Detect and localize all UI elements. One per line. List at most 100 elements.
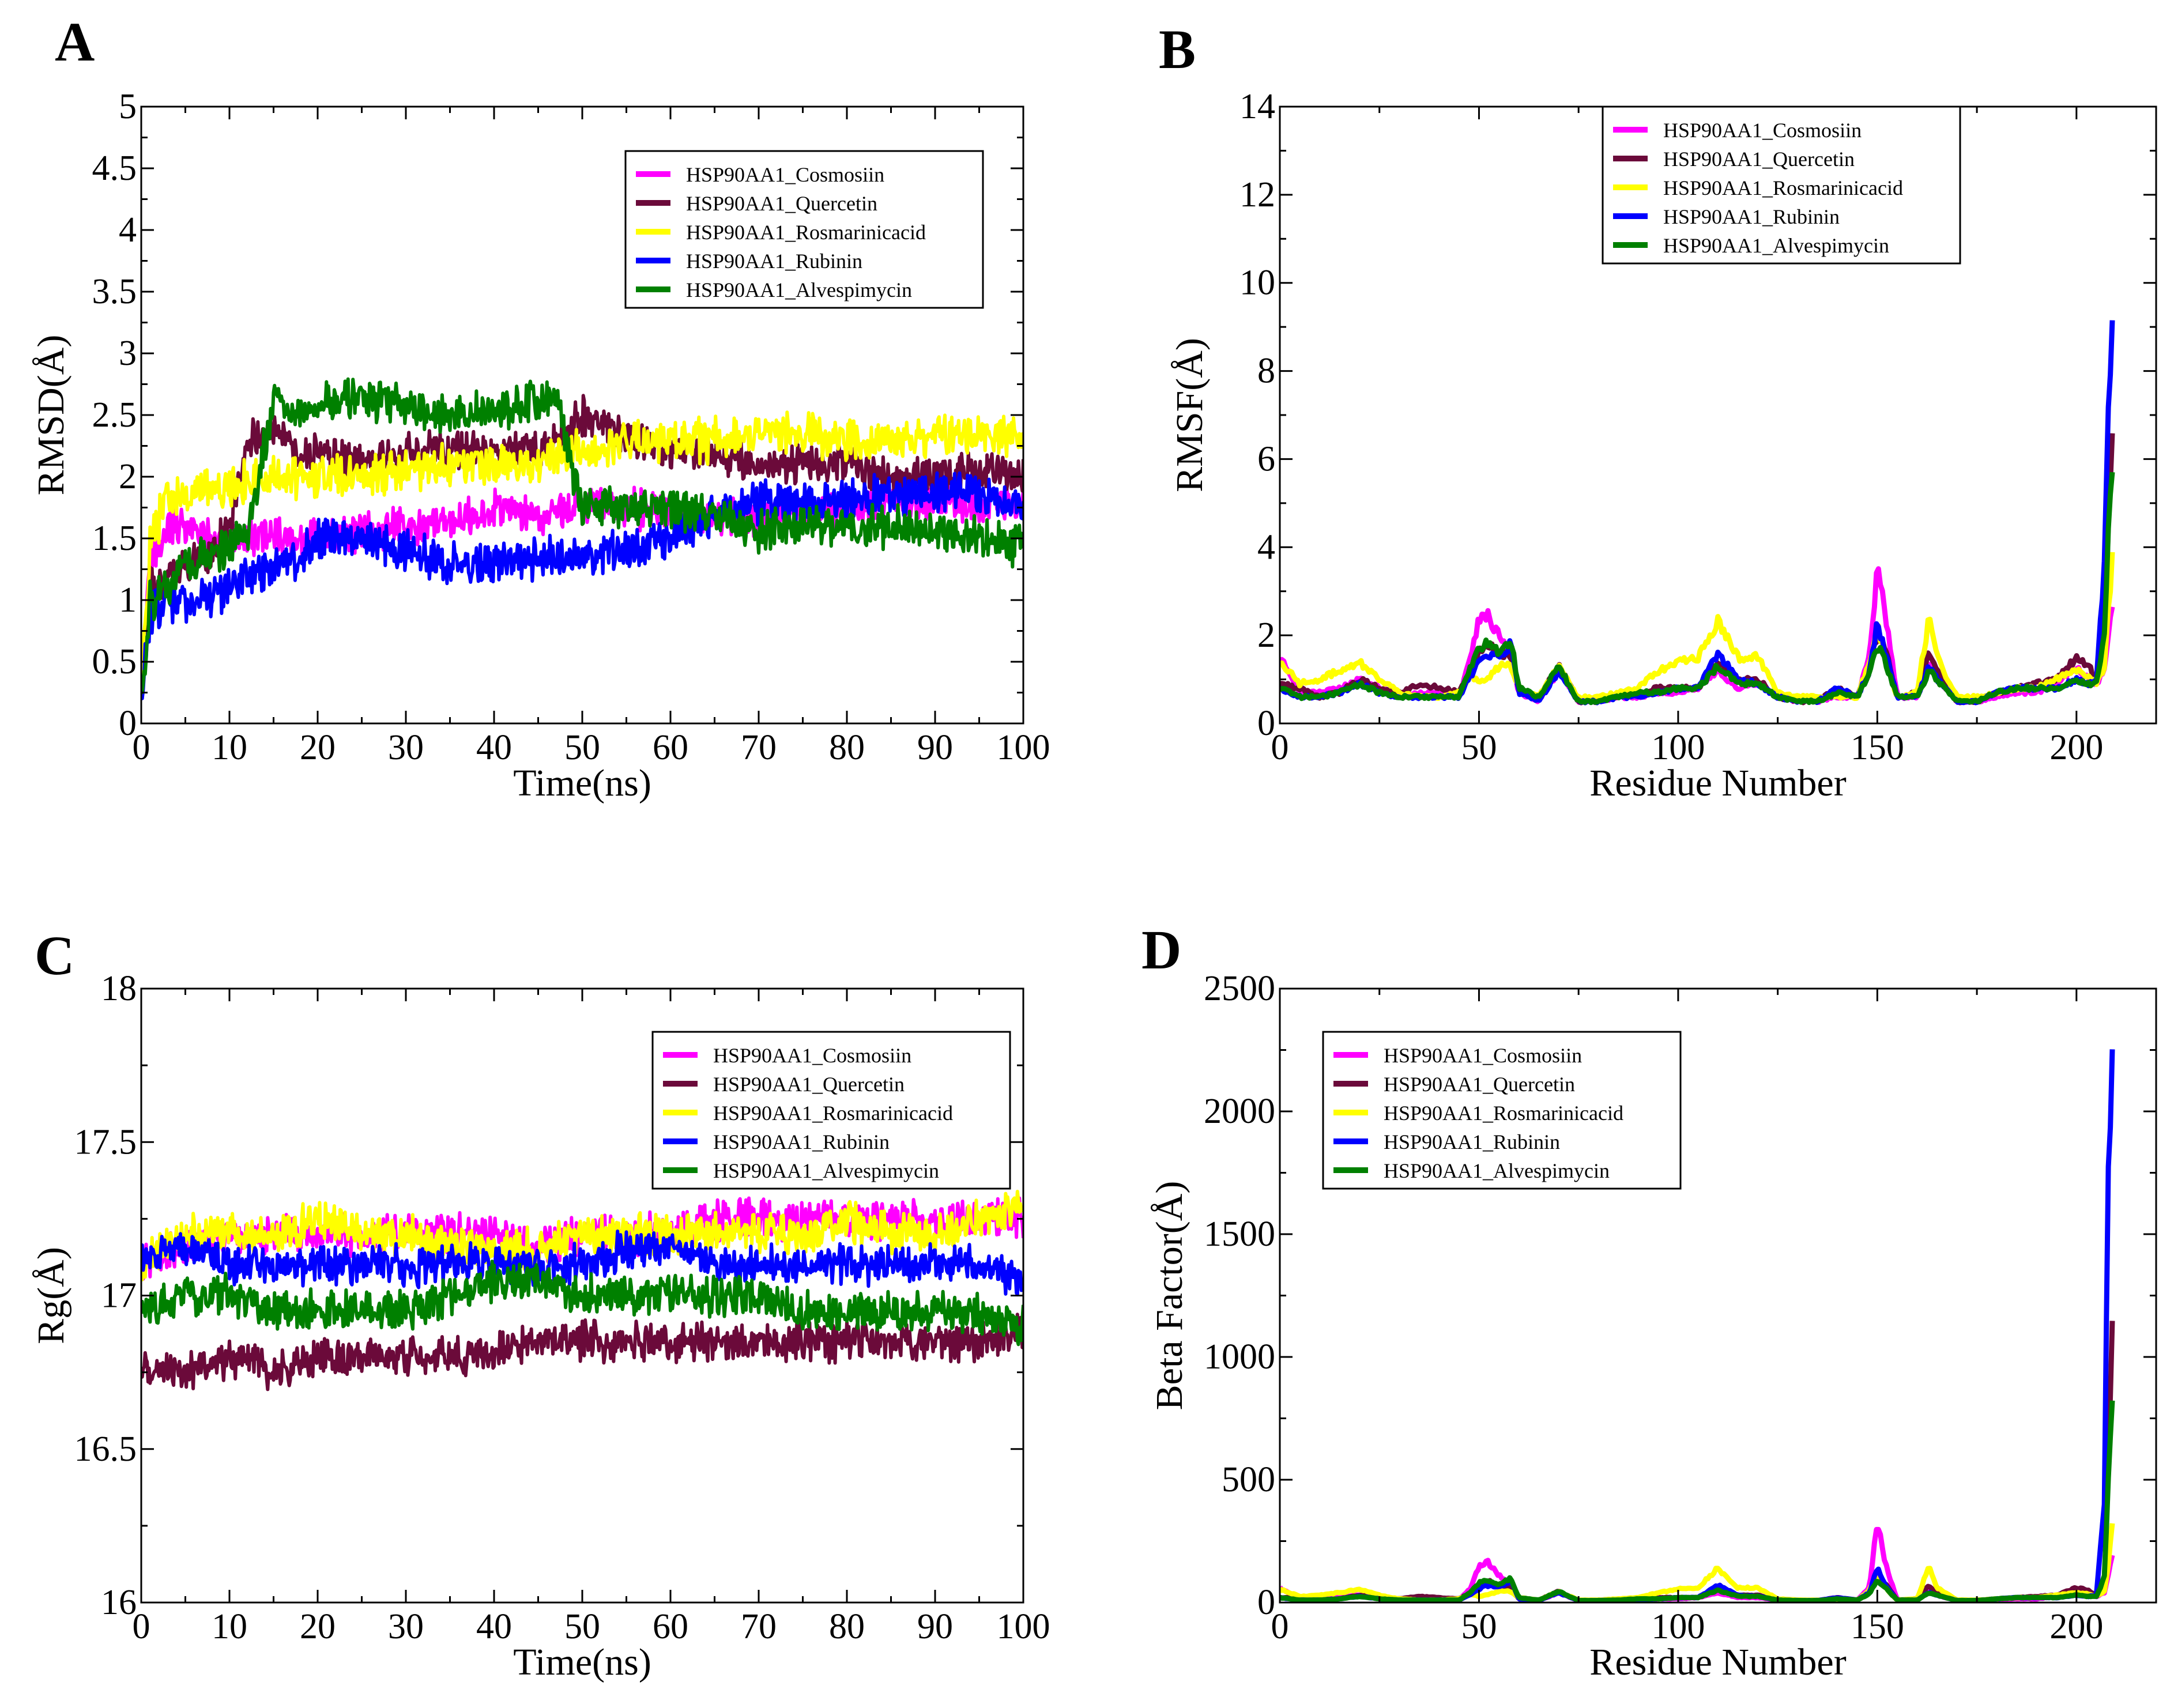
y-tick-label: 1000	[1204, 1337, 1275, 1377]
y-tick-label: 0	[1257, 704, 1275, 743]
legend: HSP90AA1_Cosmosiin HSP90AA1_Quercetin HSP9…	[624, 150, 984, 309]
x-axis-label: Time(ns)	[513, 762, 651, 804]
legend-box	[651, 1031, 1011, 1190]
series-line-hsp90aa1-rosmarinicacid	[1280, 552, 2115, 702]
x-tick-label: 200	[2049, 728, 2103, 767]
panel-b-rmsf-chart: B 0 50 100 150 200 0 2 4 6 8 10 12 14 Residue Number R…	[1159, 18, 2157, 804]
y-tick-label: 4	[119, 210, 137, 250]
legend-entry: HSP90AA1_Rubinin	[713, 1130, 890, 1153]
panel-letter-b: B	[1159, 18, 1196, 80]
y-tick-label: 1.5	[92, 519, 137, 558]
series-line-hsp90aa1-alvespimycin	[141, 377, 1023, 695]
y-axis-label: RMSD(Å)	[30, 335, 72, 496]
legend-entry: HSP90AA1_Alvespimycin	[1384, 1159, 1610, 1182]
x-tick-label: 50	[1461, 728, 1497, 767]
x-tick-label: 80	[829, 1607, 865, 1646]
x-tick-label: 90	[917, 728, 953, 767]
y-tick-label: 3	[119, 334, 137, 373]
x-tick-label: 100	[997, 1607, 1050, 1646]
legend-entry: HSP90AA1_Cosmosiin	[1384, 1044, 1582, 1067]
legend-entry: HSP90AA1_Rosmarinicacid	[1663, 176, 1903, 199]
x-tick-label: 90	[917, 1607, 953, 1646]
x-axis-label: Residue Number	[1589, 762, 1846, 804]
x-tick-label: 80	[829, 728, 865, 767]
x-tick-label: 100	[1651, 728, 1705, 767]
legend-entry: HSP90AA1_Alvespimycin	[686, 278, 912, 301]
x-tick-label: 20	[300, 728, 336, 767]
y-tick-label: 2	[1257, 616, 1275, 655]
series-line-hsp90aa1-rubinin	[141, 471, 1023, 700]
x-tick-label: 150	[1851, 1607, 1904, 1646]
legend-box	[624, 150, 984, 309]
series-line-hsp90aa1-alvespimycin	[1280, 1400, 2115, 1603]
x-tick-label: 30	[388, 728, 424, 767]
legend-entry: HSP90AA1_Quercetin	[1663, 148, 1855, 171]
y-tick-label: 0.5	[92, 642, 137, 681]
legend-entry: HSP90AA1_Cosmosiin	[713, 1044, 911, 1067]
y-tick-label: 16	[101, 1583, 137, 1622]
series-line-hsp90aa1-quercetin	[141, 1313, 1023, 1392]
x-tick-label: 60	[653, 728, 688, 767]
series-line-hsp90aa1-rosmarinicacid	[1280, 1523, 2115, 1603]
x-tick-label: 50	[1461, 1607, 1497, 1646]
x-axis-label: Residue Number	[1589, 1641, 1846, 1683]
series-line-hsp90aa1-rubinin	[1280, 320, 2115, 706]
y-axis-label: Beta Factor(Å)	[1148, 1181, 1190, 1411]
y-tick-label: 2	[119, 457, 137, 496]
series-group	[1280, 320, 2115, 706]
y-tick-label: 500	[1222, 1460, 1275, 1499]
legend-entry: HSP90AA1_Rosmarinicacid	[1384, 1102, 1623, 1125]
y-tick-label: 16.5	[74, 1430, 137, 1469]
panel-d-beta-factor-chart: D 0 50 100 150 20005001000150020002500Residu…	[1141, 919, 2157, 1683]
y-tick-label: 0	[1257, 1583, 1275, 1622]
legend-entry: HSP90AA1_Alvespimycin	[713, 1159, 939, 1182]
legend: HSP90AA1_Cosmosiin HSP90AA1_Quercetin HSP9…	[1602, 105, 1961, 265]
y-tick-label: 17.5	[74, 1122, 137, 1162]
legend-box	[1322, 1031, 1682, 1190]
x-tick-label: 150	[1851, 728, 1904, 767]
series-line-hsp90aa1-quercetin	[141, 394, 1023, 687]
series-line-hsp90aa1-cosmosiin	[1280, 566, 2115, 706]
y-tick-label: 3.5	[92, 272, 137, 311]
legend-entry: HSP90AA1_Rubinin	[1384, 1130, 1560, 1153]
x-tick-label: 20	[300, 1607, 336, 1646]
y-tick-label: 1500	[1204, 1215, 1275, 1254]
y-tick-label: 18	[101, 969, 137, 1008]
legend: HSP90AA1_Cosmosiin HSP90AA1_Quercetin HSP9…	[651, 1031, 1011, 1190]
x-tick-label: 70	[741, 1607, 777, 1646]
series-line-hsp90aa1-rosmarinicacid	[141, 410, 1023, 684]
y-tick-label: 2.5	[92, 395, 137, 435]
y-tick-label: 14	[1239, 87, 1275, 126]
x-tick-label: 10	[212, 728, 247, 767]
panel-letter-c: C	[35, 925, 74, 986]
x-tick-label: 0	[133, 1607, 150, 1646]
y-tick-label: 6	[1257, 439, 1275, 478]
y-tick-label: 4.5	[92, 149, 137, 188]
x-tick-label: 60	[653, 1607, 688, 1646]
y-tick-label: 2500	[1204, 969, 1275, 1008]
y-tick-label: 10	[1239, 263, 1275, 303]
panel-letter-a: A	[55, 11, 95, 73]
series-line-hsp90aa1-alvespimycin	[1280, 472, 2115, 706]
x-tick-label: 0	[1271, 1607, 1289, 1646]
legend-entry: HSP90AA1_Rosmarinicacid	[686, 221, 926, 244]
series-group	[141, 377, 1023, 700]
y-axis-label: RMSF(Å)	[1169, 338, 1211, 492]
y-tick-label: 12	[1239, 175, 1275, 214]
x-tick-label: 100	[997, 728, 1050, 767]
panel-a-rmsd-chart: A 0 10 20 30 40 50 60 70 80 90 100 0 0.5 1 1.5 2 2.5 3 3.5…	[30, 11, 1050, 804]
x-tick-label: 200	[2049, 1607, 2103, 1646]
legend-entry: HSP90AA1_Quercetin	[713, 1073, 905, 1096]
legend-entry: HSP90AA1_Quercetin	[686, 192, 877, 215]
legend-entry: HSP90AA1_Rubinin	[1663, 205, 1840, 228]
legend-entry: HSP90AA1_Cosmosiin	[686, 163, 884, 186]
panel-c-rg-chart: C 0 10 20 30 40 50 60 70 80 90 100 16 16.5 17 17.5 18 Ti…	[30, 925, 1050, 1683]
legend-entry: HSP90AA1_Rubinin	[686, 250, 862, 273]
series-line-hsp90aa1-rosmarinicacid	[141, 1190, 1023, 1281]
x-tick-label: 40	[476, 1607, 512, 1646]
y-tick-label: 5	[119, 87, 137, 126]
y-tick-label: 17	[101, 1276, 137, 1315]
legend-entry: HSP90AA1_Rosmarinicacid	[713, 1102, 953, 1125]
series-line-hsp90aa1-quercetin	[1280, 1321, 2115, 1603]
x-tick-label: 40	[476, 728, 512, 767]
